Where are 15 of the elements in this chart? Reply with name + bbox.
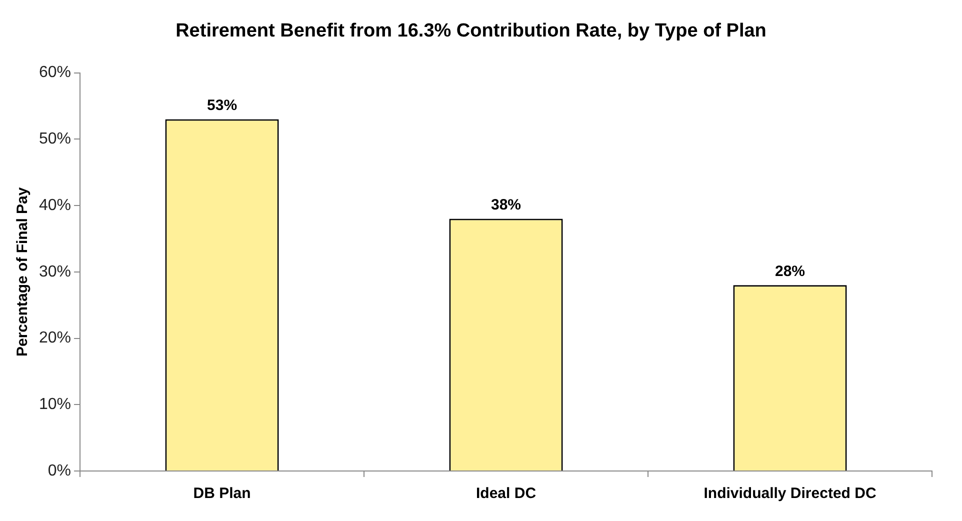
y-tick-label: 40% bbox=[38, 196, 72, 214]
y-tick-label: 50% bbox=[38, 130, 72, 148]
y-tick-label: 0% bbox=[48, 462, 72, 480]
y-tick-label: 20% bbox=[38, 330, 72, 347]
chart-title: Retirement Benefit from 16.3% Contribution Rate, by Type of Plan bbox=[176, 20, 766, 42]
data-label: 28% bbox=[774, 262, 806, 280]
data-label: 53% bbox=[207, 96, 238, 114]
y-tick-label: 30% bbox=[38, 263, 72, 280]
x-tick-label: Individually Directed DC bbox=[704, 485, 876, 502]
y-axis-title: Percentage of Final Pay bbox=[14, 186, 32, 357]
data-label: 38% bbox=[490, 196, 522, 214]
y-tick-label: 10% bbox=[38, 396, 72, 414]
x-tick-label: DB Plan bbox=[193, 485, 251, 502]
x-tick-label: Ideal DC bbox=[476, 485, 536, 502]
y-tick-label: 60% bbox=[38, 64, 72, 82]
